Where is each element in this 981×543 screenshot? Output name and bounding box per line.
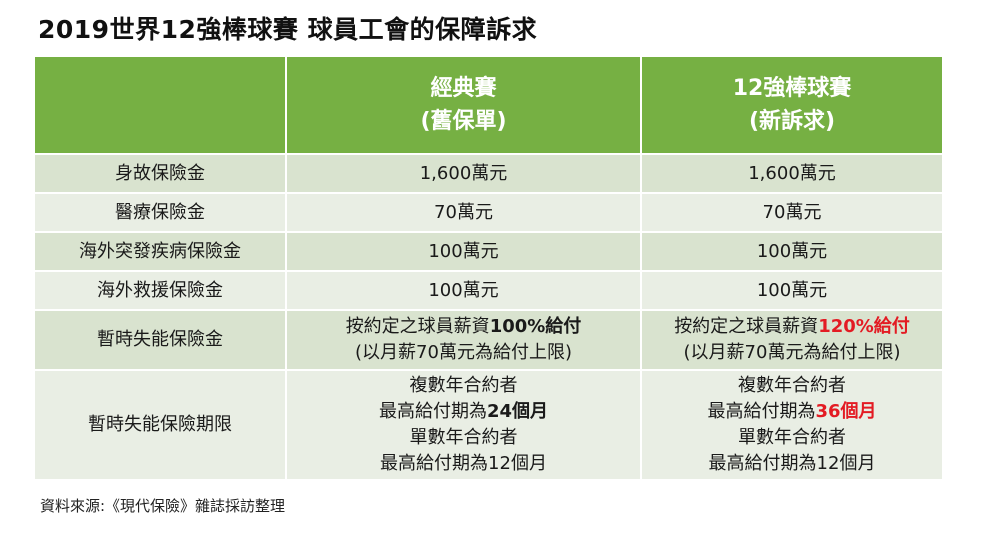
table-row: 暫時失能保險期限 複數年合約者 最高給付期為24個月 單數年合約者 最高給付期為… <box>33 369 944 481</box>
new-value-prefix: 最高給付期為 <box>707 401 816 422</box>
row-label: 海外突發疾病保險金 <box>33 231 287 272</box>
old-value-line4: 最高給付期為12個月 <box>380 453 547 474</box>
new-value-prefix: 按約定之球員薪資 <box>674 316 819 337</box>
header-classic-column: 經典賽 (舊保單) <box>285 55 642 155</box>
old-value-line3: 單數年合約者 <box>409 427 518 448</box>
new-value: 按約定之球員薪資120%給付 (以月薪70萬元為給付上限) <box>640 309 944 371</box>
table-row: 醫療保險金 70萬元 70萬元 <box>33 192 944 233</box>
old-value-highlight: 100%給付 <box>489 316 582 337</box>
new-value-highlight: 36個月 <box>815 401 877 422</box>
table-header-row: 經典賽 (舊保單) 12強棒球賽 (新訴求) <box>33 55 944 155</box>
new-value: 100萬元 <box>640 231 944 272</box>
old-value-prefix: 最高給付期為 <box>378 401 487 422</box>
old-value-prefix: 按約定之球員薪資 <box>345 316 490 337</box>
old-value-line1: 複數年合約者 <box>409 375 518 396</box>
source-note: 資料來源:《現代保險》雜誌採訪整理 <box>40 497 286 515</box>
header-premier12-column: 12強棒球賽 (新訴求) <box>640 55 944 155</box>
table-row: 海外突發疾病保險金 100萬元 100萬元 <box>33 231 944 272</box>
insurance-comparison-table: 經典賽 (舊保單) 12強棒球賽 (新訴求) 身故保險金 1,600萬元 1,6… <box>33 55 944 481</box>
old-value-line2: 最高給付期為24個月 <box>287 399 640 425</box>
header-premier12-title: 12強棒球賽 <box>732 76 852 101</box>
header-premier12-subtitle: (新訴求) <box>748 109 836 134</box>
table-row: 海外救援保險金 100萬元 100萬元 <box>33 270 944 311</box>
new-value-line4: 最高給付期為12個月 <box>708 453 876 474</box>
old-value-highlight: 24個月 <box>486 401 549 422</box>
new-value-line2: 最高給付期為36個月 <box>642 399 942 425</box>
table-row: 身故保險金 1,600萬元 1,600萬元 <box>33 153 944 194</box>
old-value: 100萬元 <box>285 231 642 272</box>
page-title: 2019世界12強棒球賽 球員工會的保障訴求 <box>38 15 538 44</box>
old-value-line2: (以月薪70萬元為給付上限) <box>355 342 572 363</box>
row-label: 身故保險金 <box>33 153 287 194</box>
new-value-line3: 單數年合約者 <box>738 427 846 448</box>
new-value: 1,600萬元 <box>640 153 944 194</box>
new-value: 100萬元 <box>640 270 944 311</box>
old-value-line1: 按約定之球員薪資100%給付 <box>287 314 640 340</box>
old-value: 按約定之球員薪資100%給付 (以月薪70萬元為給付上限) <box>285 309 642 371</box>
old-value: 複數年合約者 最高給付期為24個月 單數年合約者 最高給付期為12個月 <box>285 369 642 481</box>
new-value-line1: 複數年合約者 <box>738 375 846 396</box>
table-row: 暫時失能保險金 按約定之球員薪資100%給付 (以月薪70萬元為給付上限) 按約… <box>33 309 944 371</box>
row-label: 暫時失能保險金 <box>33 309 287 371</box>
old-value: 70萬元 <box>285 192 642 233</box>
new-value-highlight: 120%給付 <box>818 316 910 337</box>
new-value: 複數年合約者 最高給付期為36個月 單數年合約者 最高給付期為12個月 <box>640 369 944 481</box>
old-value: 1,600萬元 <box>285 153 642 194</box>
header-classic-subtitle: (舊保單) <box>420 109 507 134</box>
row-label: 醫療保險金 <box>33 192 287 233</box>
row-label: 海外救援保險金 <box>33 270 287 311</box>
new-value-line2: (以月薪70萬元為給付上限) <box>683 342 901 363</box>
new-value: 70萬元 <box>640 192 944 233</box>
new-value-line1: 按約定之球員薪資120%給付 <box>642 314 942 340</box>
header-classic-title: 經典賽 <box>430 76 497 101</box>
old-value: 100萬元 <box>285 270 642 311</box>
header-empty-cell <box>33 55 287 155</box>
row-label: 暫時失能保險期限 <box>33 369 287 481</box>
